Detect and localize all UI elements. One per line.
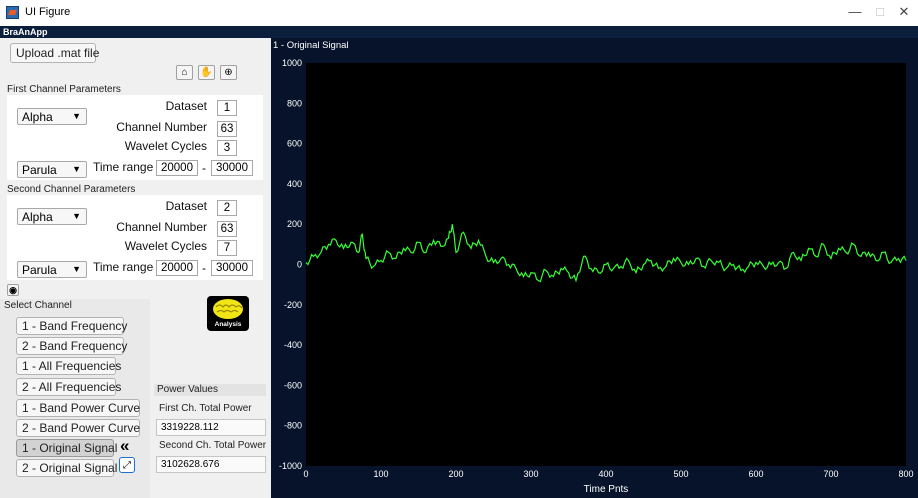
x-tick-label: 0	[303, 469, 308, 479]
first-total-power-label: First Ch. Total Power	[159, 403, 252, 414]
x-axis-label: Time Pnts	[584, 484, 629, 495]
first-dataset-field[interactable]: 1	[217, 100, 237, 116]
x-tick-label: 200	[448, 469, 463, 479]
y-tick-label: 400	[287, 179, 302, 189]
zoom-in-icon[interactable]: ⊕	[220, 65, 237, 80]
control-panel: Upload .mat file ⌂ ✋ ⊕ First Channel Par…	[0, 38, 271, 498]
first-wavelet-cycles-label: Wavelet Cycles	[124, 139, 207, 153]
second-colormap-dropdown[interactable]: Parula ▼	[17, 261, 87, 278]
y-tick-label: 1000	[282, 58, 302, 68]
first-wavelet-cycles-field[interactable]: 3	[217, 140, 237, 156]
collapse-icon[interactable]: «	[120, 436, 130, 455]
window-title: UI Figure	[25, 6, 71, 18]
channel-button-1-original-signal[interactable]: 1 - Original Signal	[16, 439, 117, 457]
power-values-header: Power Values	[154, 384, 266, 396]
upload-button[interactable]: Upload .mat file	[10, 43, 99, 63]
second-channel-number-field[interactable]: 63	[217, 221, 237, 237]
second-total-power-label: Second Ch. Total Power	[159, 440, 267, 451]
signal-series-line	[305, 224, 907, 283]
y-tick-label: -200	[284, 300, 302, 310]
first-time-range-label: Time range	[93, 160, 154, 174]
first-channel-number-field[interactable]: 63	[217, 121, 237, 137]
channel-button-2-band-power-curve[interactable]: 2 - Band Power Curve	[16, 419, 140, 437]
second-time-to-field[interactable]: 30000	[211, 260, 253, 276]
y-tick-label: -800	[284, 421, 302, 431]
second-band-value: Alpha	[22, 209, 53, 224]
x-tick-label: 300	[523, 469, 538, 479]
power-values-heading: Power Values	[157, 384, 218, 395]
first-time-to-field[interactable]: 30000	[211, 160, 253, 176]
second-channel-heading: Second Channel Parameters	[7, 184, 136, 195]
y-tick-label: 0	[297, 260, 302, 270]
maximize-button[interactable]: □	[876, 4, 884, 19]
first-time-from-field[interactable]: 20000	[156, 160, 198, 176]
x-tick-label: 100	[373, 469, 388, 479]
second-colormap-value: Parula	[22, 262, 57, 277]
first-channel-heading: First Channel Parameters	[7, 84, 121, 95]
second-band-dropdown[interactable]: Alpha ▼	[17, 208, 87, 225]
channel-button-2-original-signal[interactable]: 2 - Original Signal	[16, 459, 117, 477]
x-tick-label: 500	[673, 469, 688, 479]
first-channel-panel: Alpha ▼ Dataset 1 Channel Number 63 Wave…	[7, 95, 263, 180]
signal-chart[interactable]: -1000 -800 -600 -400 -200 0 200 400 600 800 1000 0…	[271, 38, 918, 498]
y-tick-label: 600	[287, 139, 302, 149]
second-channel-panel: Alpha ▼ Dataset 2 Channel Number 63 Wave…	[7, 195, 263, 280]
channel-button-1-band-power-curve[interactable]: 1 - Band Power Curve	[16, 399, 140, 417]
x-tick-label: 700	[823, 469, 838, 479]
window-titlebar: UI Figure — □ ✕	[0, 0, 918, 26]
y-tick-label: -1000	[279, 461, 302, 471]
second-wavelet-cycles-field[interactable]: 7	[217, 240, 237, 256]
plot-panel-title: 1 - Original Signal	[273, 40, 349, 51]
y-tick-label: -600	[284, 380, 302, 390]
second-dataset-label: Dataset	[165, 199, 207, 213]
select-channel-heading: Select Channel	[4, 300, 72, 311]
dropdown-arrow-icon: ▼	[72, 164, 81, 174]
app-menubar: BraAnApp	[0, 26, 918, 38]
pan-hand-icon[interactable]: ✋	[198, 65, 215, 80]
x-tick-label: 600	[748, 469, 763, 479]
second-time-separator: -	[202, 261, 206, 275]
dropdown-arrow-icon: ▼	[72, 264, 81, 274]
settings-toggle-icon[interactable]: ◉	[7, 284, 19, 296]
first-channel-number-label: Channel Number	[116, 120, 207, 134]
first-time-separator: -	[202, 161, 206, 175]
dropdown-arrow-icon: ▼	[72, 111, 81, 121]
first-colormap-value: Parula	[22, 162, 57, 177]
channel-button-1-all-frequencies[interactable]: 1 - All Frequencies	[16, 357, 121, 375]
second-channel-number-label: Channel Number	[116, 220, 207, 234]
brain-icon	[213, 299, 243, 319]
first-colormap-dropdown[interactable]: Parula ▼	[17, 161, 87, 178]
first-total-power-field: 3319228.112	[156, 419, 266, 436]
channel-button-1-band-frequency[interactable]: 1 - Band Frequency	[16, 317, 127, 335]
analysis-label: Analysis	[214, 321, 242, 328]
y-tick-label: -400	[284, 340, 302, 350]
first-dataset-label: Dataset	[165, 99, 207, 113]
first-band-value: Alpha	[22, 109, 53, 124]
second-time-range-label: Time range	[93, 260, 154, 274]
second-dataset-field[interactable]: 2	[217, 200, 237, 216]
minimize-button[interactable]: —	[848, 4, 862, 19]
home-icon[interactable]: ⌂	[176, 65, 193, 80]
second-wavelet-cycles-label: Wavelet Cycles	[124, 239, 207, 253]
close-button[interactable]: ✕	[898, 4, 910, 19]
second-time-from-field[interactable]: 20000	[156, 260, 198, 276]
expand-icon[interactable]: ⤢	[119, 457, 135, 473]
plot-panel: 1 - Original Signal -1000 -800 -600 -400 -20…	[271, 38, 918, 498]
channel-button-2-band-frequency[interactable]: 2 - Band Frequency	[16, 337, 127, 355]
y-tick-label: 200	[287, 219, 302, 229]
channel-button-2-all-frequencies[interactable]: 2 - All Frequencies	[16, 378, 121, 396]
x-tick-label: 400	[598, 469, 613, 479]
second-total-power-field: 3102628.676	[156, 456, 266, 473]
x-tick-label: 800	[898, 469, 913, 479]
app-icon	[6, 6, 19, 19]
app-name: BraAnApp	[3, 27, 48, 37]
y-tick-label: 800	[287, 98, 302, 108]
analysis-button[interactable]: Analysis	[207, 296, 249, 331]
dropdown-arrow-icon: ▼	[72, 211, 81, 221]
first-band-dropdown[interactable]: Alpha ▼	[17, 108, 87, 125]
